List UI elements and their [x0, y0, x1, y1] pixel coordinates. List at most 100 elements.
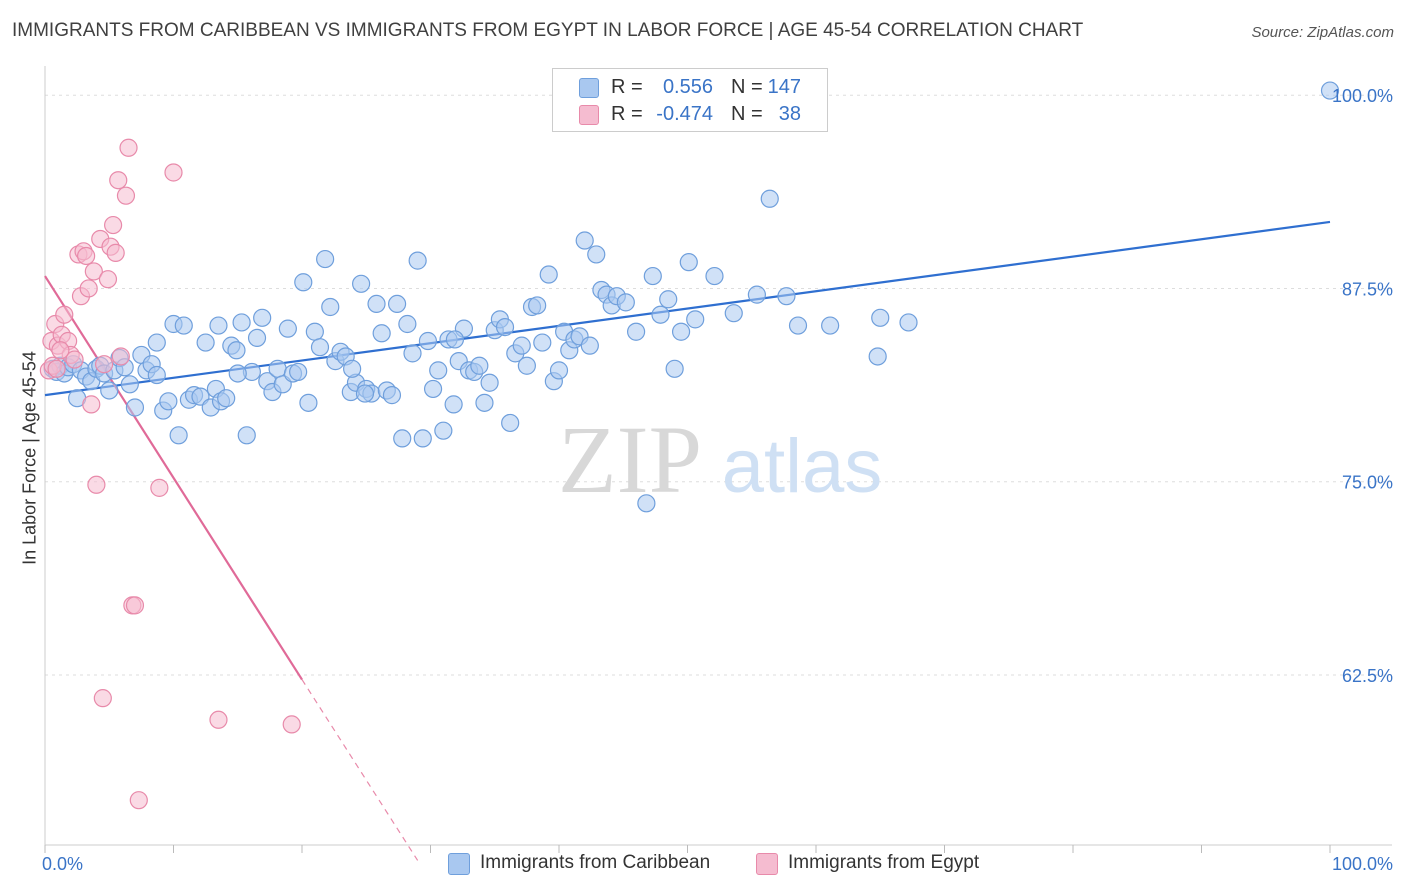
- caribbean-point: [1320, 81, 1340, 100]
- egypt-point: [65, 350, 84, 369]
- data-points: [39, 81, 1340, 810]
- caribbean-point: [899, 313, 918, 332]
- caribbean-point: [495, 317, 515, 337]
- watermark: ZIP atlas: [558, 406, 882, 513]
- caribbean-point: [387, 294, 407, 313]
- legend-n-value: 147: [767, 76, 801, 98]
- caribbean-point: [549, 361, 569, 380]
- caribbean-point: [580, 336, 599, 355]
- caribbean-point: [310, 338, 330, 357]
- caribbean-point: [760, 189, 779, 208]
- egypt-point: [77, 246, 96, 266]
- caribbean-point: [403, 344, 422, 363]
- caribbean-point: [352, 274, 371, 293]
- caribbean-point: [232, 313, 251, 332]
- x-tick-labels: 0.0% 100.0%: [42, 854, 1393, 874]
- caribbean-point: [316, 249, 335, 269]
- legend-swatch-egypt: [579, 105, 599, 125]
- egypt-point: [150, 478, 169, 497]
- egypt-point: [164, 163, 183, 182]
- caribbean-point: [475, 393, 494, 412]
- caribbean-point: [679, 253, 698, 272]
- watermark-zip: ZIP: [558, 406, 702, 513]
- caribbean-point: [253, 308, 272, 327]
- caribbean-point: [871, 308, 890, 327]
- egypt-point: [55, 305, 74, 324]
- y-tick-label: 75.0%: [1342, 473, 1393, 493]
- egypt-trend-extension: [301, 679, 419, 861]
- legend-swatch-egypt: [756, 853, 778, 875]
- caribbean-point: [408, 251, 427, 270]
- caribbean-point: [247, 328, 267, 348]
- caribbean-trend-line: [44, 220, 1331, 397]
- caribbean-point: [616, 293, 635, 312]
- egypt-point: [82, 395, 101, 414]
- caribbean-point: [587, 245, 606, 264]
- caribbean-point: [517, 356, 536, 375]
- caribbean-point: [747, 285, 766, 304]
- egypt-trend-line: [44, 275, 303, 681]
- caribbean-point: [423, 379, 443, 399]
- caribbean-point: [237, 426, 256, 445]
- x-tick-label: 100.0%: [1332, 854, 1393, 874]
- egypt-point: [109, 171, 128, 190]
- caribbean-point: [539, 265, 558, 284]
- caribbean-point: [305, 322, 324, 341]
- caribbean-point: [367, 294, 386, 313]
- egypt-point: [129, 791, 148, 810]
- caribbean-point: [227, 341, 246, 360]
- caribbean-point: [120, 375, 139, 394]
- legend-r-label: R =: [611, 76, 643, 98]
- caribbean-point: [470, 356, 489, 375]
- source-label: Source: ZipAtlas.com: [1251, 24, 1394, 41]
- legend-label-egypt: Immigrants from Egypt: [788, 852, 980, 873]
- caribbean-point: [651, 305, 670, 324]
- caribbean-point: [217, 389, 236, 408]
- legend-r-value: 0.556: [662, 76, 713, 98]
- trend-lines: [44, 220, 1331, 861]
- egypt-point: [282, 715, 301, 734]
- legend-swatch-caribbean: [579, 78, 599, 98]
- caribbean-point: [659, 290, 678, 309]
- caribbean-point: [418, 331, 438, 351]
- caribbean-point: [294, 273, 313, 292]
- egypt-point: [95, 355, 114, 374]
- caribbean-point: [268, 359, 287, 378]
- y-tick-label: 62.5%: [1342, 666, 1393, 686]
- legend-row-egypt: R = -0.474 N = 38: [553, 101, 827, 129]
- caribbean-point: [480, 373, 499, 392]
- caribbean-point: [821, 316, 840, 335]
- watermark-atlas: atlas: [722, 424, 883, 509]
- caribbean-point: [777, 287, 796, 306]
- caribbean-point: [575, 231, 594, 250]
- legend-label-caribbean: Immigrants from Caribbean: [480, 852, 711, 873]
- caribbean-point: [372, 324, 391, 343]
- caribbean-point: [429, 361, 448, 380]
- caribbean-point: [289, 362, 308, 382]
- x-axis: [44, 66, 1392, 853]
- caribbean-point: [147, 333, 166, 352]
- egypt-point: [51, 341, 70, 360]
- egypt-point: [47, 359, 66, 378]
- caribbean-point: [100, 381, 119, 400]
- legend-r-label: R =: [611, 103, 643, 125]
- egypt-point: [106, 243, 125, 262]
- egypt-point: [111, 347, 130, 366]
- caribbean-point: [643, 266, 662, 286]
- caribbean-point: [413, 429, 432, 448]
- caribbean-point: [169, 426, 188, 445]
- grid-lines: [45, 94, 1392, 676]
- egypt-point: [209, 710, 228, 729]
- caribbean-point: [125, 398, 145, 417]
- egypt-point: [93, 689, 112, 708]
- caribbean-point: [228, 364, 247, 383]
- x-tick-label: 0.0%: [42, 854, 83, 874]
- legend-row-caribbean: R = 0.556 N = 147: [553, 74, 827, 102]
- caribbean-point: [299, 393, 318, 412]
- caribbean-point: [671, 322, 691, 341]
- legend-n-value: 38: [778, 103, 801, 125]
- caribbean-point: [343, 359, 362, 378]
- egypt-point: [87, 475, 106, 494]
- legend-n-label: N =: [731, 76, 763, 98]
